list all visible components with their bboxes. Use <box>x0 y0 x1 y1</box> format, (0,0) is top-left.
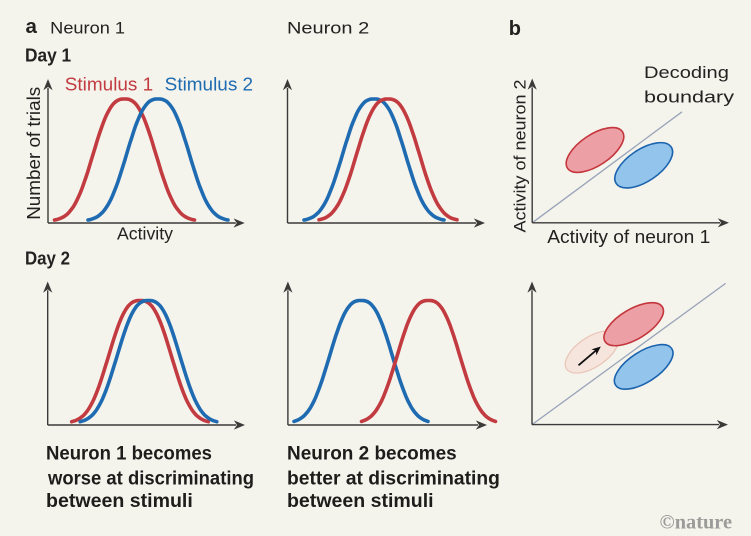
svg-text:Neuron 2: Neuron 2 <box>287 19 369 38</box>
svg-text:Neuron 1: Neuron 1 <box>50 19 125 38</box>
svg-text:Day 2: Day 2 <box>25 248 70 268</box>
svg-text:boundary: boundary <box>644 89 735 107</box>
svg-text:Day 1: Day 1 <box>25 46 71 66</box>
svg-text:b: b <box>509 18 521 40</box>
svg-text:between stimuli: between stimuli <box>46 491 193 512</box>
svg-text:Neuron 1 becomes: Neuron 1 becomes <box>46 444 212 465</box>
svg-text:Neuron 2 becomes: Neuron 2 becomes <box>287 444 457 465</box>
svg-text:Decoding: Decoding <box>644 64 729 82</box>
svg-text:a: a <box>26 15 38 38</box>
svg-text:between stimuli: between stimuli <box>287 491 434 512</box>
svg-text:Activity: Activity <box>117 224 173 244</box>
svg-text:Activity of neuron 1: Activity of neuron 1 <box>547 227 710 247</box>
svg-text:worse at discriminating: worse at discriminating <box>47 468 254 489</box>
svg-text:Activity of neuron 2: Activity of neuron 2 <box>512 80 530 233</box>
svg-text:Stimulus 2: Stimulus 2 <box>165 75 253 95</box>
svg-text:better at discriminating: better at discriminating <box>287 468 500 489</box>
svg-text:Number of trials: Number of trials <box>24 87 44 220</box>
svg-text:©nature: ©nature <box>660 512 733 534</box>
svg-text:Stimulus 1: Stimulus 1 <box>65 75 153 95</box>
